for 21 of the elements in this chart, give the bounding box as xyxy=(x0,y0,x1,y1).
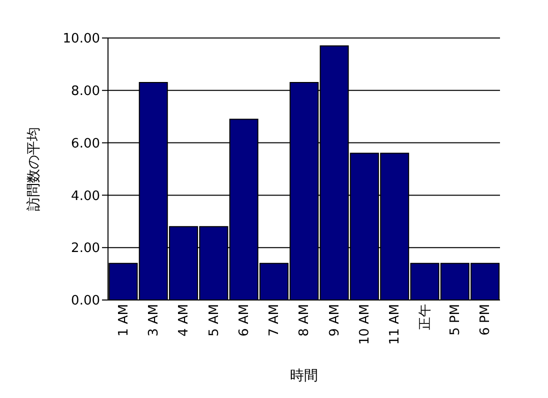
x-tick-label: 3 AM xyxy=(146,304,162,337)
x-tick-label: 6 PM xyxy=(478,304,494,336)
x-axis-title: 時間 xyxy=(290,368,318,384)
x-tick-label: 5 PM xyxy=(448,304,463,336)
x-tick-label: 7 AM xyxy=(267,304,282,337)
y-tick-label: 4.00 xyxy=(71,188,100,204)
y-axis-title: 訪問数の平均 xyxy=(26,127,42,211)
x-tick-label: 5 AM xyxy=(206,304,222,337)
x-tick-label: 9 AM xyxy=(327,304,342,337)
y-tick-label: 6.00 xyxy=(71,136,100,152)
y-tick-label: 0.00 xyxy=(71,294,100,309)
x-tick-label: 1 AM xyxy=(116,304,132,337)
y-tick-label: 8.00 xyxy=(71,84,100,100)
x-tick-label: 4 AM xyxy=(176,304,192,337)
y-tick-label: 10.00 xyxy=(62,32,100,47)
x-tick-label: 正午 xyxy=(418,304,433,330)
x-tick-label: 6 AM xyxy=(236,304,252,337)
x-tick-label: 10 AM xyxy=(358,304,373,345)
x-tick-label: 11 AM xyxy=(388,304,403,345)
x-tick-label: 8 AM xyxy=(297,304,312,337)
y-tick-label: 2.00 xyxy=(71,241,100,256)
